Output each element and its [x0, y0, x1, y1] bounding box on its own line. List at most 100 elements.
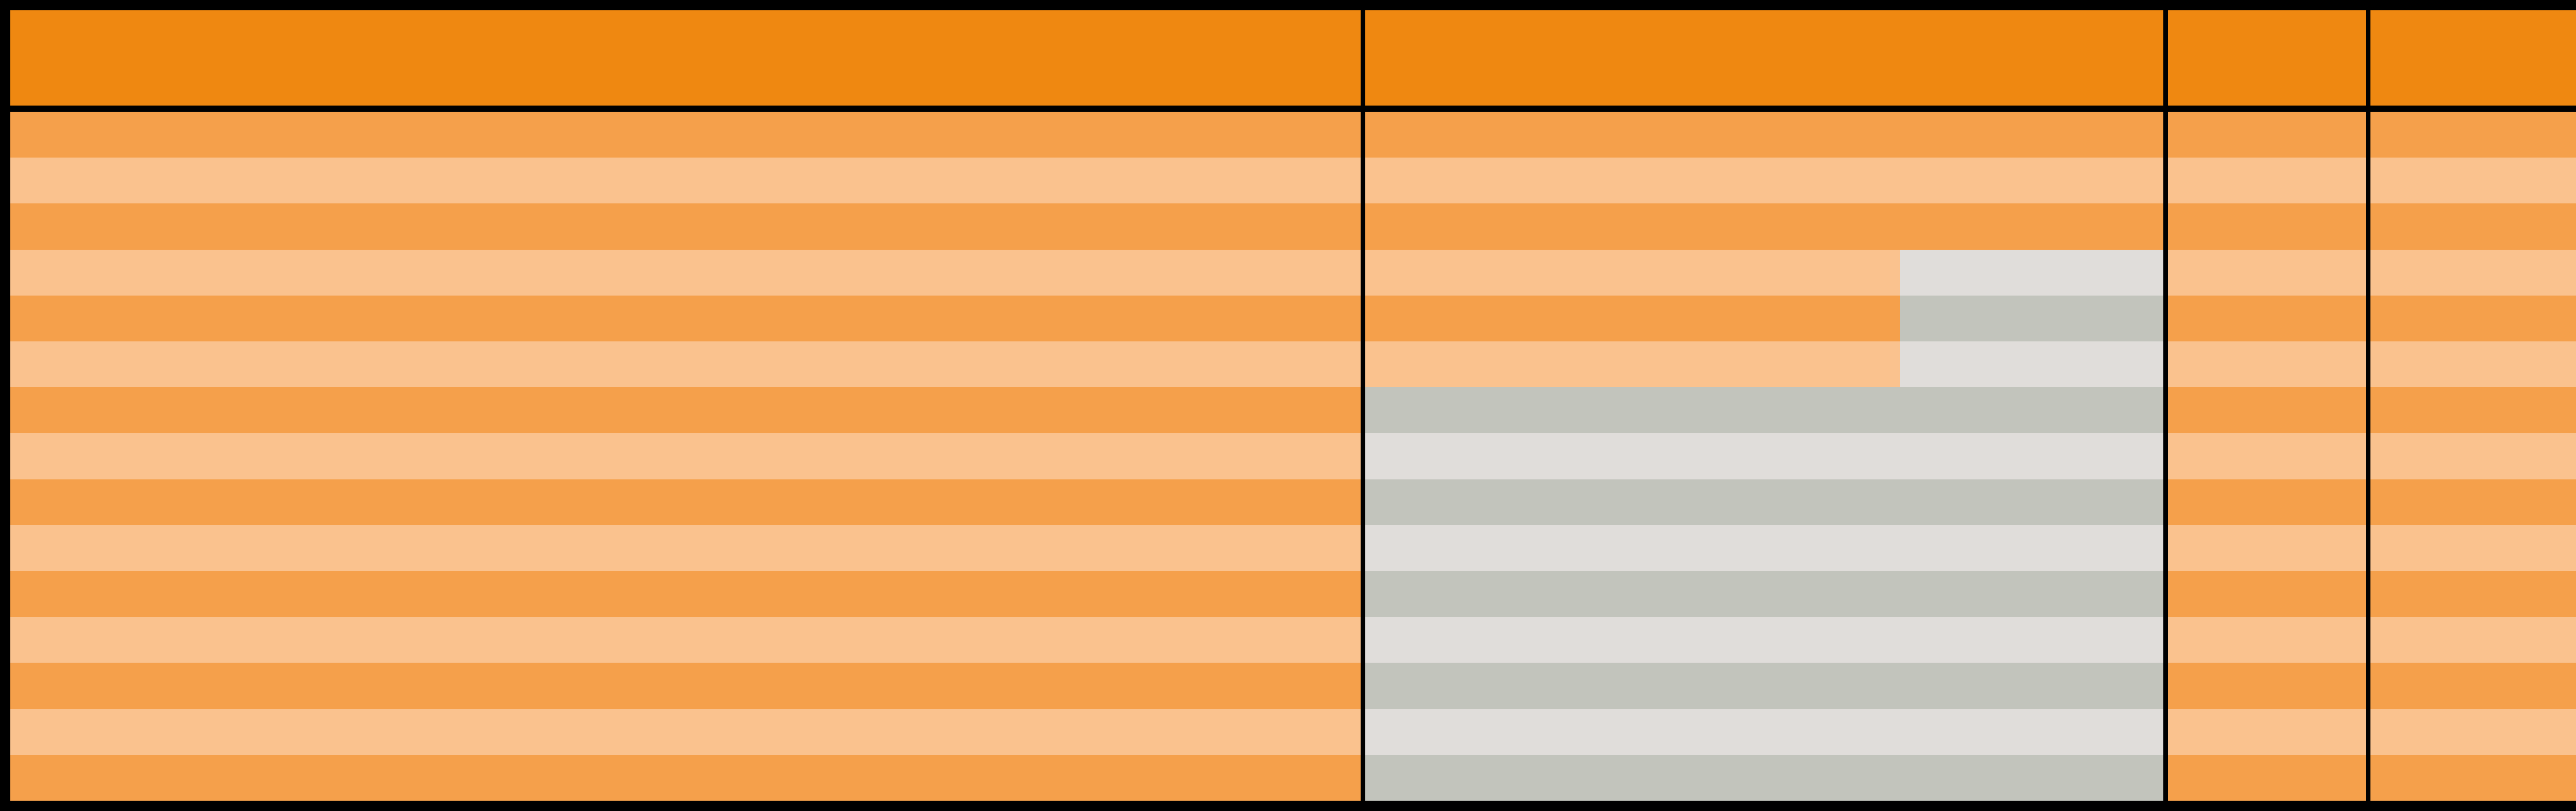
table-cell — [1365, 341, 2163, 388]
table-row — [10, 479, 2576, 525]
table-cell — [2168, 203, 2366, 250]
fill-bar — [2370, 341, 2576, 388]
fill-bar — [2370, 663, 2576, 709]
table-cell — [10, 387, 1361, 434]
table-row — [10, 709, 2576, 755]
fill-bar — [2370, 754, 2576, 801]
header-row — [10, 10, 2576, 106]
header-cell — [2370, 10, 2576, 106]
table-row — [10, 341, 2576, 388]
table-cell — [1365, 112, 2163, 158]
fill-bar — [2370, 249, 2576, 296]
header-divider — [10, 106, 2576, 112]
fill-bar — [10, 525, 1361, 571]
fill-bar — [10, 433, 1361, 479]
fill-bar — [2370, 387, 2576, 434]
table-row — [10, 203, 2576, 250]
table-cell — [10, 295, 1361, 341]
table-cell — [2370, 158, 2576, 204]
fill-bar — [2168, 341, 2366, 388]
fill-bar — [2168, 112, 2366, 158]
table-cell — [10, 663, 1361, 709]
fill-bar — [2370, 709, 2576, 755]
table-row — [10, 112, 2576, 158]
header-cell — [2168, 10, 2366, 106]
table-cell — [10, 617, 1361, 663]
fill-bar — [2168, 479, 2366, 525]
table-cell — [1365, 663, 2163, 709]
table-row — [10, 754, 2576, 801]
fill-bar — [1365, 341, 1900, 388]
table-cell — [10, 479, 1361, 525]
table-row — [10, 663, 2576, 709]
fill-bar — [2168, 433, 2366, 479]
table-cell — [2370, 663, 2576, 709]
fill-bar — [10, 479, 1361, 525]
table-cell — [2168, 249, 2366, 296]
fill-bar — [10, 754, 1361, 801]
fill-bar — [10, 387, 1361, 434]
table-cell — [10, 249, 1361, 296]
fill-bar — [10, 158, 1361, 204]
table-cell — [2168, 754, 2366, 801]
fill-bar — [2168, 249, 2366, 296]
table-cell — [2370, 525, 2576, 571]
fill-bar — [10, 571, 1361, 617]
table-cell — [2370, 249, 2576, 296]
table-cell — [1365, 525, 2163, 571]
table-cell — [1365, 571, 2163, 617]
fill-bar — [2370, 433, 2576, 479]
fill-bar — [1365, 158, 2163, 204]
header-cell — [10, 10, 1361, 106]
fill-bar — [2168, 158, 2366, 204]
table-inner — [10, 10, 2576, 801]
fill-bar — [10, 249, 1361, 296]
fill-bar — [10, 709, 1361, 755]
fill-bar — [2370, 203, 2576, 250]
table-cell — [1365, 709, 2163, 755]
table-cell — [2370, 341, 2576, 388]
table-cell — [2168, 479, 2366, 525]
table-cell — [1365, 249, 2163, 296]
table-cell — [1365, 203, 2163, 250]
table-cell — [2168, 709, 2366, 755]
table-cell — [1365, 617, 2163, 663]
table-cell — [1365, 158, 2163, 204]
table-row — [10, 387, 2576, 434]
fill-bar — [2168, 754, 2366, 801]
fill-bar — [1365, 249, 1900, 296]
table-row — [10, 571, 2576, 617]
table-cell — [2168, 387, 2366, 434]
table-row — [10, 433, 2576, 479]
fill-bar — [2168, 571, 2366, 617]
fill-bar — [2370, 112, 2576, 158]
table-cell — [2370, 709, 2576, 755]
table-cell — [1365, 479, 2163, 525]
table-cell — [2168, 663, 2366, 709]
fill-bar — [10, 663, 1361, 709]
table-cell — [10, 754, 1361, 801]
fill-bar — [2370, 479, 2576, 525]
fill-bar — [2168, 663, 2366, 709]
table-cell — [2370, 112, 2576, 158]
table-cell — [10, 709, 1361, 755]
table-cell — [10, 158, 1361, 204]
fill-bar — [2168, 709, 2366, 755]
fill-bar — [2370, 525, 2576, 571]
table-cell — [10, 525, 1361, 571]
table-cell — [2370, 387, 2576, 434]
fill-bar — [2370, 617, 2576, 663]
table-cell — [2370, 571, 2576, 617]
fill-bar — [10, 617, 1361, 663]
fill-bar — [2168, 617, 2366, 663]
table-cell — [1365, 295, 2163, 341]
table-cell — [2168, 112, 2366, 158]
table-cell — [2168, 341, 2366, 388]
fill-bar — [2168, 525, 2366, 571]
fill-bar — [2370, 295, 2576, 341]
table-row — [10, 525, 2576, 571]
table-body — [10, 112, 2576, 801]
fill-bar — [10, 112, 1361, 158]
table-cell — [2168, 158, 2366, 204]
